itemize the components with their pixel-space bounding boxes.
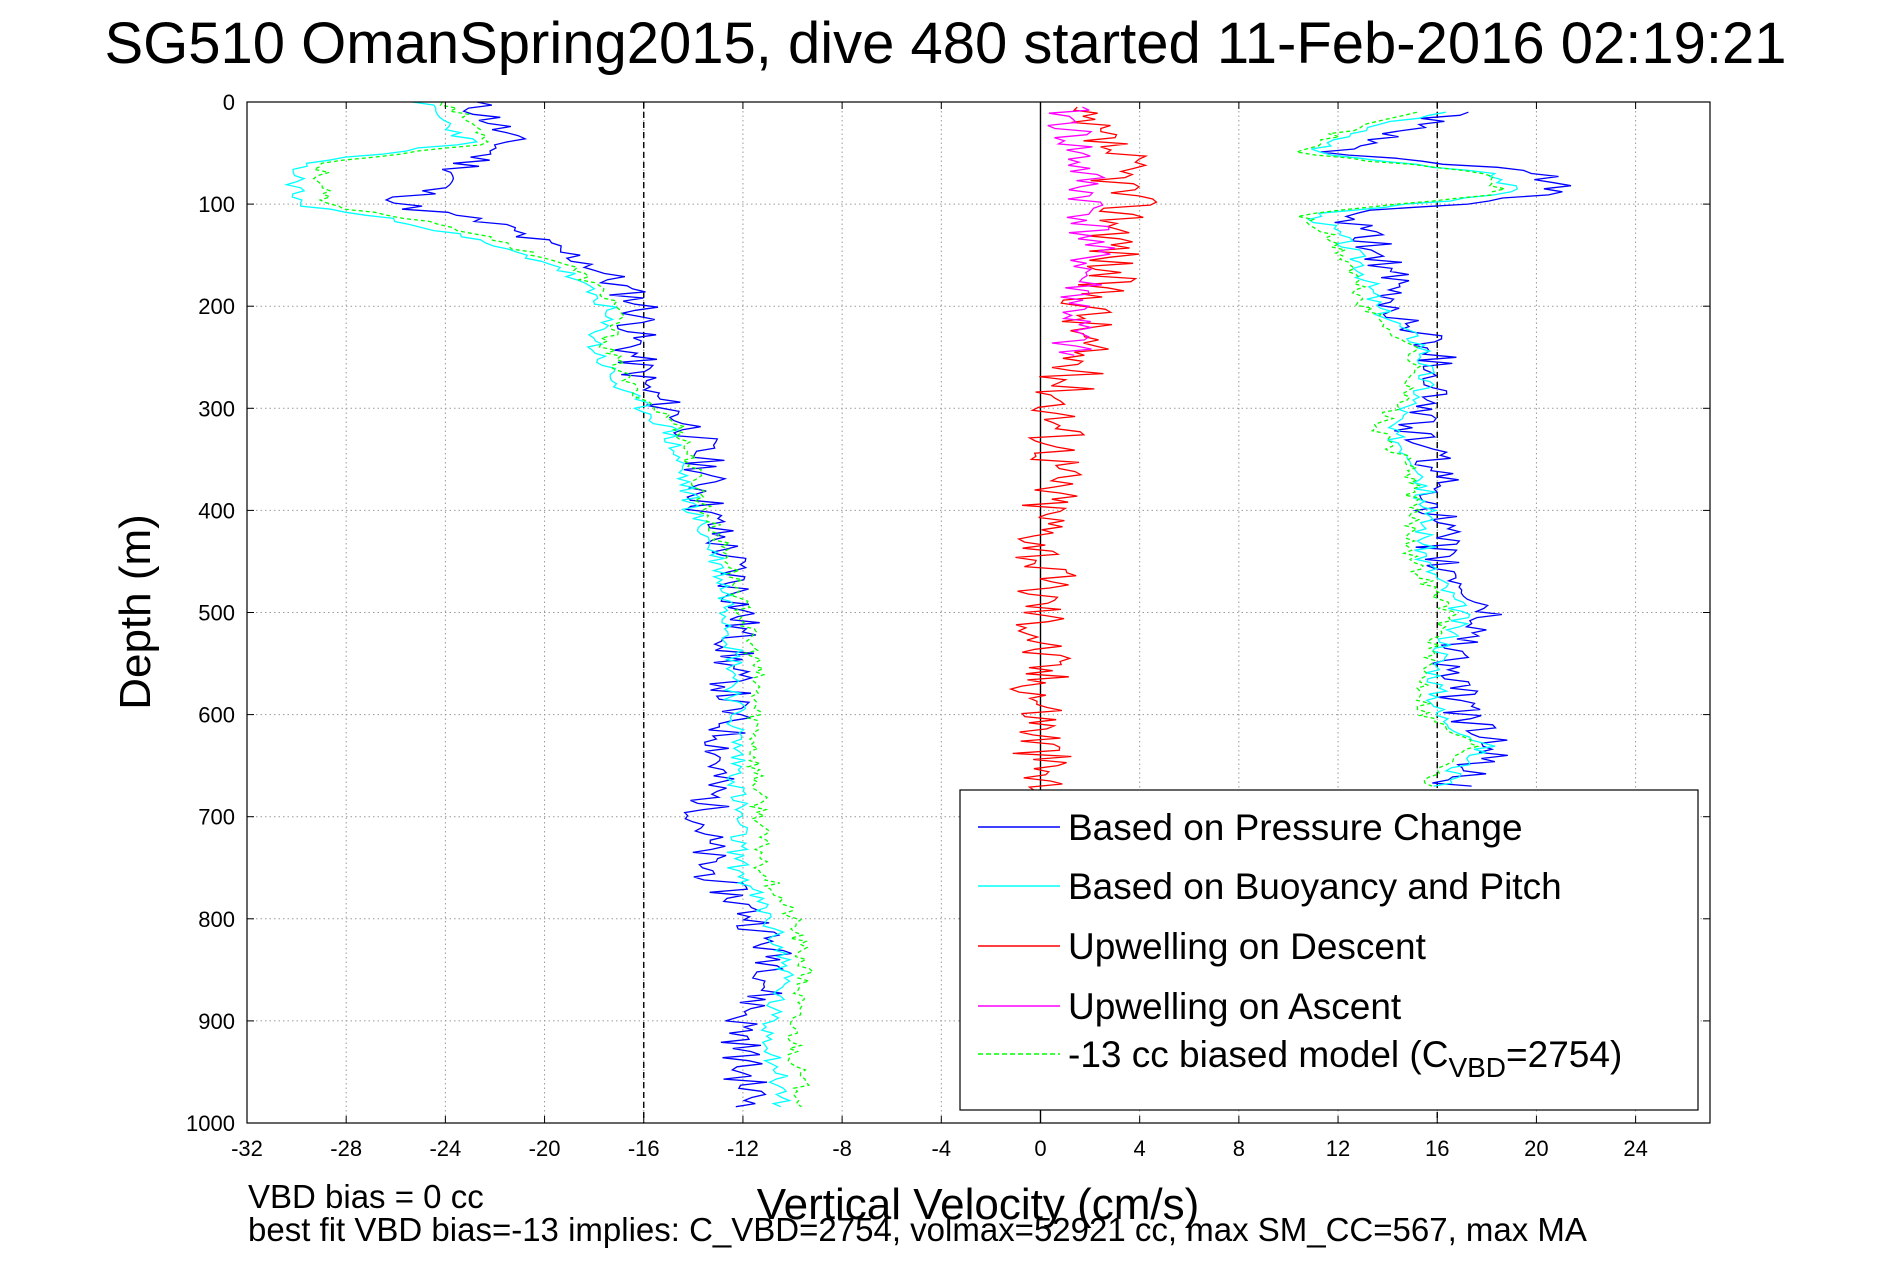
x-tick-label: -24	[429, 1136, 461, 1161]
y-tick-label: 600	[198, 703, 235, 728]
x-tick-label: -8	[832, 1136, 852, 1161]
series-line-ascent	[1296, 111, 1505, 787]
x-axis-label: Vertical Velocity (cm/s)	[757, 1180, 1200, 1229]
x-tick-label: -16	[628, 1136, 660, 1161]
series-lines	[283, 101, 1572, 1108]
y-tick-label: 300	[198, 396, 235, 421]
y-tick-label: 200	[198, 294, 235, 319]
x-tick-label: -20	[529, 1136, 561, 1161]
x-tick-label: 8	[1233, 1136, 1245, 1161]
y-tick-label: 500	[198, 601, 235, 626]
y-tick-label: 1000	[186, 1111, 235, 1136]
series-line	[1008, 106, 1158, 797]
legend-label: Upwelling on Descent	[1068, 926, 1427, 967]
y-tick-label: 800	[198, 907, 235, 932]
series-line	[283, 101, 795, 1108]
y-axis-label: Depth (m)	[111, 514, 160, 710]
y-tick-label: 700	[198, 805, 235, 830]
x-tick-label: -32	[231, 1136, 263, 1161]
series-line	[312, 101, 815, 1108]
legend-box	[959, 789, 1699, 1111]
x-tick-label: 0	[1034, 1136, 1046, 1161]
x-tick-label: -28	[330, 1136, 362, 1161]
series-line-ascent	[1306, 111, 1519, 787]
x-tick-label: -4	[932, 1136, 952, 1161]
y-tick-label: 0	[223, 90, 235, 115]
x-tick-label: 12	[1326, 1136, 1350, 1161]
series-line-ascent	[1320, 111, 1572, 787]
legend-label: -13 cc biased model (CVBD=2754)	[1068, 1034, 1622, 1083]
legend-label: Based on Buoyancy and Pitch	[1068, 866, 1562, 907]
legend: Based on Pressure Change Based on Buoyanc…	[959, 789, 1699, 1111]
best-fit-note: best fit VBD bias=-13 implies: C_VBD=275…	[248, 1211, 1587, 1248]
y-tick-label: 100	[198, 192, 235, 217]
x-tick-label: 16	[1425, 1136, 1449, 1161]
y-tick-label: 400	[198, 498, 235, 523]
vbd-bias-note: VBD bias = 0 cc	[248, 1178, 484, 1215]
y-tick-label: 900	[198, 1009, 235, 1034]
chart-title: SG510 OmanSpring2015, dive 480 started 1…	[104, 11, 1787, 76]
series-line	[384, 101, 792, 1108]
x-tick-label: 24	[1623, 1136, 1647, 1161]
axis-ticks: -32 -28 -24 -20 -16 -12 -8 -4 0 4 8 12 16 20 24 0 100 200…	[186, 90, 1710, 1161]
legend-label: Upwelling on Ascent	[1068, 986, 1402, 1027]
legend-label: Based on Pressure Change	[1068, 807, 1523, 848]
series-line	[1047, 106, 1115, 356]
x-tick-label: 4	[1134, 1136, 1146, 1161]
x-tick-label: -12	[727, 1136, 759, 1161]
x-tick-label: 20	[1524, 1136, 1548, 1161]
